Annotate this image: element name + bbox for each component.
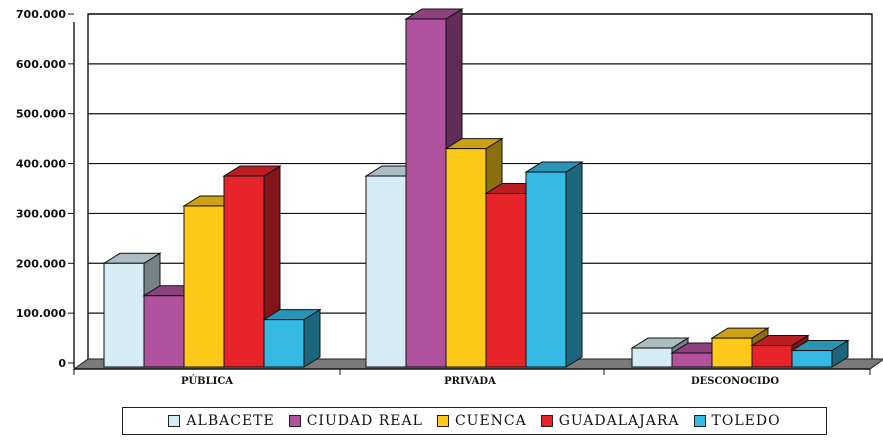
bar-side <box>565 161 583 368</box>
bar-front <box>405 18 447 368</box>
bar-front <box>445 148 487 368</box>
bar <box>790 339 850 368</box>
bar-front <box>631 347 673 368</box>
legend-label: GUADALAJARA <box>558 413 680 429</box>
bar-front <box>103 262 145 368</box>
y-tick-label: 200.000 <box>16 257 66 270</box>
bar-front <box>223 175 265 368</box>
legend-swatch <box>693 415 706 427</box>
legend: ALBACETE CIUDAD REAL CUENCA GUADALAJARA TOLE… <box>122 407 827 435</box>
y-tick-label: 100.000 <box>16 307 66 320</box>
legend-item: TOLEDO <box>693 413 781 429</box>
bar-front <box>525 171 567 368</box>
legend-swatch <box>540 415 553 427</box>
legend-item: GUADALAJARA <box>540 413 680 429</box>
bar-front <box>365 175 407 368</box>
category-label: DESCONOCIDO <box>691 376 779 387</box>
y-tick-label: 300.000 <box>16 207 66 220</box>
bar <box>524 161 584 368</box>
bar-front <box>143 295 185 368</box>
bar-front <box>751 345 793 368</box>
bar-chart: 0 100.000 200.000 300.000 400.000 500.000 600.… <box>16 8 883 387</box>
legend-swatch <box>436 415 449 427</box>
bar-front <box>485 192 527 368</box>
legend-item: CUENCA <box>436 413 527 429</box>
y-tick-label: 500.000 <box>16 108 66 121</box>
category-label: PÚBLICA <box>181 375 233 387</box>
y-tick-label: 0 <box>58 357 66 370</box>
bar-front <box>711 337 753 368</box>
y-tick-label: 600.000 <box>16 58 66 71</box>
legend-swatch <box>288 415 301 427</box>
legend-item: ALBACETE <box>168 413 274 429</box>
legend-swatch <box>168 415 181 427</box>
bar-front <box>263 319 305 368</box>
legend-label: CIUDAD REAL <box>306 413 423 429</box>
y-tick-label: 400.000 <box>16 158 66 171</box>
legend-label: CUENCA <box>454 413 527 429</box>
legend-label: ALBACETE <box>186 413 275 429</box>
bar-front <box>671 352 713 368</box>
bar <box>262 308 322 368</box>
y-tick-label: 700.000 <box>16 8 66 21</box>
legend-label: TOLEDO <box>711 413 781 429</box>
legend-item: CIUDAD REAL <box>288 413 423 429</box>
bar-front <box>791 350 833 368</box>
category-label: PRIVADA <box>444 376 496 387</box>
bar-front <box>183 205 225 368</box>
